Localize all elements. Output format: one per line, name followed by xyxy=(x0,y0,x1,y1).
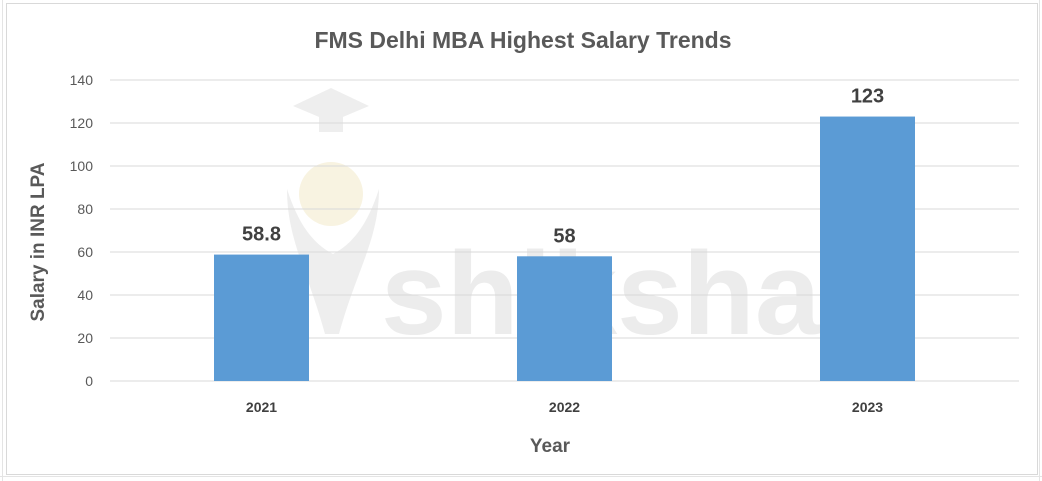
x-tick-label-2021: 2021 xyxy=(246,399,277,415)
x-axis: 2021 2022 2023 xyxy=(246,399,883,415)
bar-2023[interactable] xyxy=(820,116,915,382)
sheet-gridline xyxy=(2,0,3,481)
data-label-2021: 58.8 xyxy=(242,224,281,246)
y-tick-label: 40 xyxy=(77,287,93,303)
data-label-2023: 123 xyxy=(851,86,884,108)
graduate-figure-icon xyxy=(287,88,379,334)
y-tick-label: 0 xyxy=(85,373,93,389)
x-axis-title: Year xyxy=(530,436,571,457)
bar-series: 58.8 58 123 xyxy=(214,86,915,382)
chart-title: FMS Delhi MBA Highest Salary Trends xyxy=(314,27,731,53)
y-axis: 0 20 40 60 80 100 120 140 xyxy=(70,72,94,389)
bar-2022[interactable] xyxy=(517,256,612,381)
y-tick-label: 60 xyxy=(77,244,93,260)
bar-chart: shiksha FMS Delhi MBA Highest Salary Tre… xyxy=(28,27,1019,457)
bar-2021[interactable] xyxy=(214,254,309,381)
y-tick-label: 120 xyxy=(70,115,94,131)
x-tick-label-2023: 2023 xyxy=(852,399,883,415)
y-tick-label: 100 xyxy=(70,158,94,174)
data-label-2022: 58 xyxy=(553,225,575,247)
y-tick-label: 80 xyxy=(77,201,93,217)
sheet-gridline xyxy=(1039,0,1040,481)
y-tick-label: 20 xyxy=(77,330,93,346)
sheet-gridline xyxy=(0,476,1042,477)
x-tick-label-2022: 2022 xyxy=(549,399,580,415)
chart-object[interactable]: shiksha FMS Delhi MBA Highest Salary Tre… xyxy=(6,3,1038,475)
y-axis-title: Salary in INR LPA xyxy=(28,162,49,321)
y-tick-label: 140 xyxy=(70,72,94,88)
